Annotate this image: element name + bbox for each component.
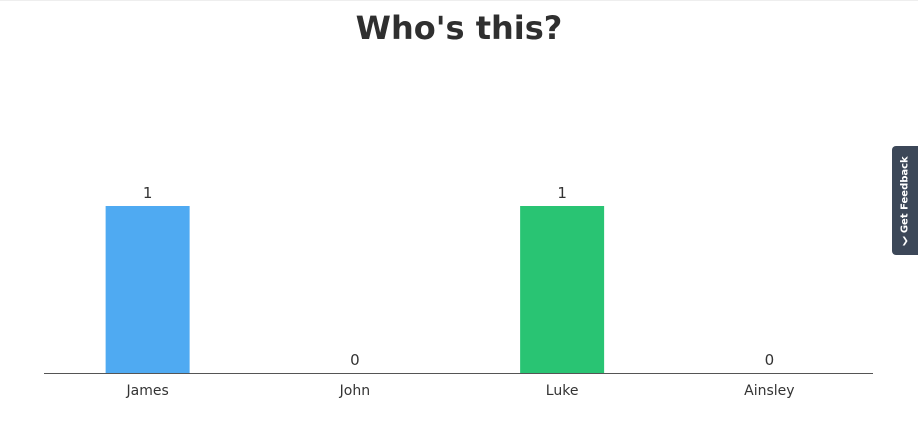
data-label-ainsley: 0 [765, 351, 775, 369]
chevron-up-icon: ❯ [901, 235, 909, 246]
chart-title: Who's this? [355, 9, 563, 47]
tick-label-john: John [339, 383, 370, 399]
get-feedback-button[interactable]: ❯ Get Feedback [892, 146, 918, 255]
tick-label-james: James [125, 383, 168, 399]
data-label-john: 0 [350, 351, 360, 369]
tick-label-luke: Luke [546, 383, 579, 399]
data-label-luke: 1 [557, 184, 567, 202]
feedback-button-content: ❯ Get Feedback [899, 155, 911, 246]
bar-luke [520, 206, 605, 373]
feedback-label: Get Feedback [899, 155, 911, 233]
data-label-james: 1 [143, 184, 153, 202]
tick-label-ainsley: Ainsley [744, 383, 794, 399]
bar-james [105, 206, 190, 373]
